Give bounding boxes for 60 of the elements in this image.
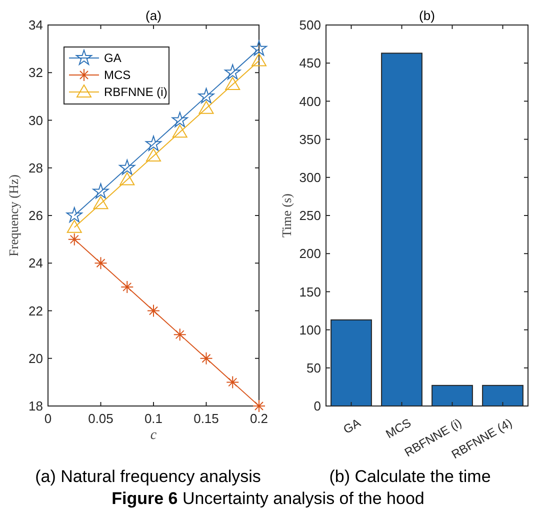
y-tick-label: 30 — [28, 112, 43, 128]
point — [252, 53, 266, 66]
text: (a) Natural frequency analysis — [35, 467, 261, 486]
y-tick-label: 250 — [299, 208, 321, 224]
point — [147, 304, 160, 318]
x-tick-label: GA — [340, 416, 363, 437]
point — [172, 112, 188, 128]
y-axis-title: Frequency (Hz) — [6, 174, 21, 256]
chart-title: (a) — [146, 8, 162, 23]
point — [250, 40, 268, 56]
legend-label: MCS — [104, 68, 131, 82]
point — [172, 124, 188, 138]
point — [119, 159, 136, 175]
y-tick-label: 22 — [28, 303, 43, 318]
y-axis-title: Time (s) — [279, 194, 294, 238]
point — [226, 376, 240, 389]
y-tick-label: 28 — [28, 160, 43, 176]
y-tick-label: 24 — [28, 256, 43, 271]
point — [145, 136, 162, 151]
point — [200, 352, 213, 365]
caption: Figure 6 Uncertainty analysis of the hood — [112, 489, 424, 508]
x-tick-label: 0.05 — [88, 411, 114, 426]
y-tick-label: 0 — [314, 398, 321, 414]
y-tick-label: 26 — [28, 208, 43, 224]
point — [92, 183, 109, 199]
y-tick-label: 200 — [299, 246, 321, 262]
point — [252, 400, 266, 412]
y-tick-label: 34 — [28, 18, 43, 33]
point — [68, 232, 81, 246]
point — [225, 77, 240, 90]
point — [94, 256, 108, 270]
x-tick-label: 0.15 — [194, 411, 219, 426]
y-tick-label: 150 — [299, 284, 321, 300]
y-tick-label: 500 — [299, 18, 321, 33]
text: (b) Calculate the time — [329, 467, 491, 486]
y-tick-label: 18 — [28, 398, 43, 414]
point — [66, 207, 82, 222]
x-axis-title: c — [150, 428, 158, 443]
x-tick-label: 0.2 — [250, 411, 268, 426]
y-tick-label: 450 — [299, 56, 321, 71]
y-tick-label: 400 — [299, 94, 321, 109]
point — [198, 100, 214, 114]
legend-label: RBFNNE (i) — [104, 85, 168, 100]
y-tick-label: 50 — [306, 360, 321, 376]
y-tick-label: 100 — [299, 322, 321, 338]
y-tick-label: 32 — [28, 65, 43, 80]
point — [146, 148, 161, 162]
y-tick-label: 20 — [28, 350, 43, 366]
legend-label: GA — [104, 51, 122, 66]
point — [198, 88, 214, 104]
point — [224, 64, 241, 80]
point — [173, 328, 186, 342]
point — [120, 280, 134, 294]
point — [66, 220, 82, 233]
point — [93, 196, 108, 210]
chart-title: (b) — [419, 8, 435, 23]
y-tick-label: 350 — [299, 132, 321, 147]
x-tick-label: 0.1 — [144, 411, 163, 426]
point — [120, 172, 135, 186]
y-tick-label: 300 — [299, 170, 321, 185]
